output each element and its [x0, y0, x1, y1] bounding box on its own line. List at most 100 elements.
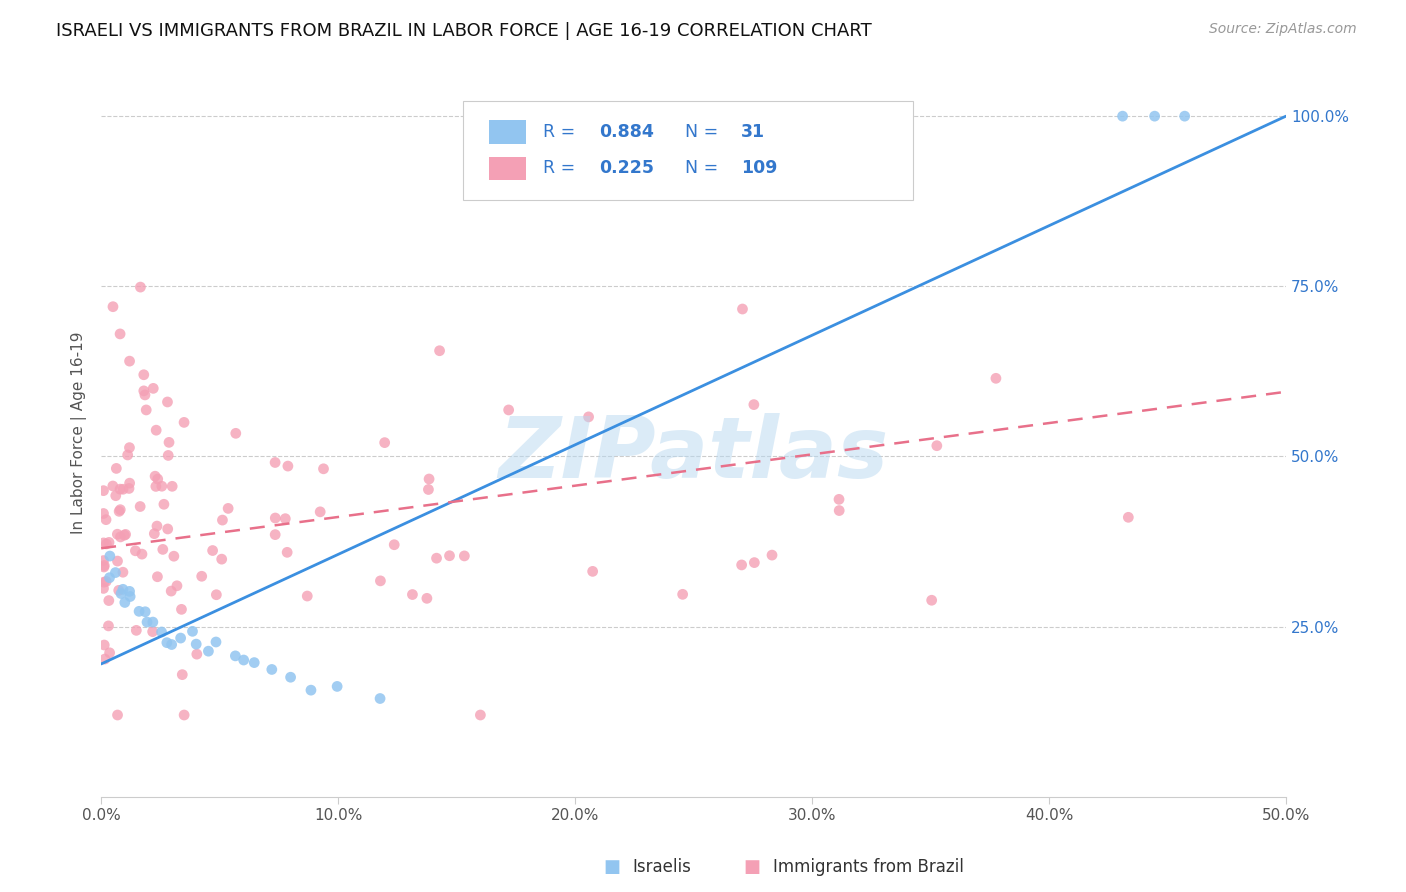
- Point: [118, 482, 141, 496]
- Point: [98, 535, 121, 549]
- Point: [160, 479, 183, 493]
- Point: [197, 644, 219, 658]
- Text: ■: ■: [744, 858, 761, 876]
- Point: [416, 591, 439, 606]
- Point: [97, 619, 120, 633]
- FancyBboxPatch shape: [463, 102, 912, 200]
- Point: [761, 548, 783, 562]
- Point: [731, 301, 754, 316]
- Point: [118, 476, 141, 491]
- Point: [211, 513, 233, 527]
- Point: [157, 435, 180, 450]
- Point: [169, 631, 191, 645]
- Point: [104, 566, 127, 580]
- Point: [211, 552, 233, 566]
- Point: [110, 502, 132, 516]
- Point: [136, 615, 159, 629]
- Point: [828, 492, 851, 507]
- Point: [225, 426, 247, 441]
- Point: [280, 670, 302, 684]
- Point: [118, 441, 141, 455]
- Point: [1111, 109, 1133, 123]
- Point: [107, 708, 129, 723]
- Point: [453, 549, 475, 563]
- Point: [277, 459, 299, 474]
- Point: [153, 497, 176, 511]
- Point: [150, 625, 173, 640]
- Point: [160, 584, 183, 599]
- Point: [104, 489, 127, 503]
- Point: [143, 469, 166, 483]
- Point: [274, 511, 297, 525]
- Point: [118, 584, 141, 599]
- Point: [186, 637, 208, 651]
- Text: ZIPatlas: ZIPatlas: [498, 413, 889, 496]
- Point: [134, 605, 156, 619]
- Point: [132, 368, 155, 382]
- Point: [276, 545, 298, 559]
- Point: [142, 615, 165, 629]
- Point: [150, 479, 173, 493]
- Point: [156, 395, 179, 409]
- Point: [129, 500, 152, 514]
- Point: [145, 479, 167, 493]
- Point: [146, 472, 169, 486]
- Point: [98, 571, 121, 585]
- Point: [190, 569, 212, 583]
- Point: [96, 537, 118, 551]
- Point: [93, 582, 115, 596]
- Point: [186, 647, 208, 661]
- Point: [146, 570, 169, 584]
- Point: [107, 583, 129, 598]
- Point: [94, 513, 117, 527]
- Point: [111, 566, 134, 580]
- Text: N =: N =: [685, 160, 724, 178]
- Point: [93, 507, 115, 521]
- Point: [744, 556, 766, 570]
- Point: [93, 575, 115, 590]
- Point: [224, 648, 246, 663]
- Point: [730, 558, 752, 572]
- Point: [297, 589, 319, 603]
- Point: [96, 574, 118, 589]
- Point: [201, 543, 224, 558]
- Point: [264, 527, 287, 541]
- Point: [98, 549, 121, 563]
- Point: [1174, 109, 1197, 123]
- Point: [94, 652, 117, 666]
- Point: [181, 624, 204, 639]
- Point: [134, 388, 156, 402]
- Point: [470, 708, 492, 723]
- Point: [498, 403, 520, 417]
- Point: [156, 522, 179, 536]
- Point: [118, 354, 141, 368]
- Point: [170, 602, 193, 616]
- Point: [108, 482, 131, 496]
- Point: [110, 530, 132, 544]
- Point: [112, 482, 135, 496]
- Point: [264, 511, 287, 525]
- Point: [93, 536, 115, 550]
- Point: [205, 635, 228, 649]
- Point: [401, 588, 423, 602]
- Point: [418, 483, 440, 497]
- FancyBboxPatch shape: [488, 120, 526, 144]
- Point: [98, 646, 121, 660]
- Point: [368, 691, 391, 706]
- Point: [117, 448, 139, 462]
- Point: [921, 593, 943, 607]
- Point: [326, 680, 349, 694]
- Point: [101, 479, 124, 493]
- Point: [105, 461, 128, 475]
- Text: ■: ■: [603, 858, 620, 876]
- Text: R =: R =: [543, 123, 581, 141]
- Point: [217, 501, 239, 516]
- Point: [93, 553, 115, 567]
- Point: [1143, 109, 1166, 123]
- Point: [157, 449, 180, 463]
- Text: N =: N =: [685, 123, 724, 141]
- Point: [1118, 510, 1140, 524]
- Point: [160, 638, 183, 652]
- Point: [124, 543, 146, 558]
- Point: [299, 683, 322, 698]
